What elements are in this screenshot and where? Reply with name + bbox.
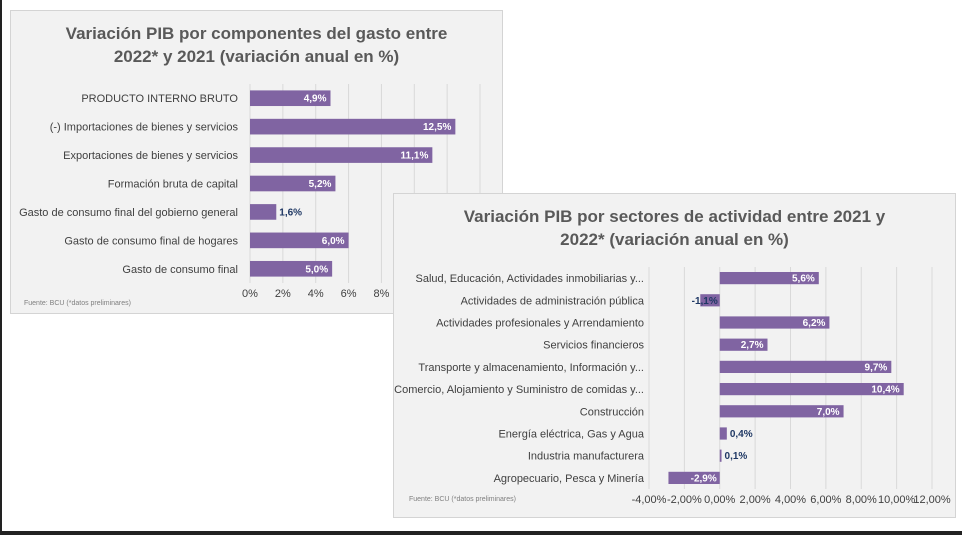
x-tick-label: 2,00% (740, 494, 771, 506)
chart-source: Fuente: BCU (*datos preliminares) (24, 300, 131, 307)
data-label: 5,6% (792, 274, 815, 285)
x-tick-label: 2% (275, 288, 291, 300)
chart-panel-gasto: Variación PIB por componentes del gasto … (10, 10, 503, 314)
category-label: Energía eléctrica, Gas y Agua (498, 429, 644, 441)
bar (719, 405, 844, 418)
x-tick-label: -4,00% (632, 494, 667, 506)
category-label: Gasto de consumo final (122, 264, 238, 276)
x-tick-label: 8% (373, 288, 389, 300)
data-label: 0,1% (725, 451, 748, 462)
category-label: PRODUCTO INTERNO BRUTO (81, 93, 238, 105)
data-label: 7,0% (817, 407, 840, 418)
data-label: 0,4% (730, 429, 753, 440)
bar (719, 449, 722, 462)
bar (250, 118, 456, 135)
data-label: 2,7% (741, 340, 764, 351)
chart-source: Fuente: BCU (*datos preliminares) (409, 496, 516, 503)
data-label: 12,5% (423, 122, 451, 133)
category-label: Exportaciones de bienes y servicios (63, 150, 238, 162)
x-tick-label: 4% (308, 288, 324, 300)
category-label: Industria manufacturera (528, 451, 645, 463)
data-label: 11,1% (401, 151, 429, 162)
bar (250, 147, 433, 163)
chart-panel-sectores: Variación PIB por sectores de actividad … (393, 193, 956, 518)
category-label: (-) Importaciones de bienes y servicios (50, 122, 239, 134)
data-label: 6,2% (803, 318, 826, 329)
window-bottom-border (0, 531, 962, 535)
bar (250, 90, 331, 107)
x-tick-label: 6% (341, 288, 357, 300)
bar (700, 294, 720, 307)
category-label: Gasto de consumo final de hogares (64, 235, 238, 247)
bar-chart-sectores: -4,00% -2,00% 0,00% 2,00% 4,00% 6,00% 8,00% 10,… (394, 267, 951, 506)
chart-title: Variación PIB por sectores de actividad … (463, 207, 886, 249)
bar (719, 338, 768, 351)
category-label: Comercio, Alojamiento y Suministro de co… (394, 384, 644, 396)
data-label: 10,4% (871, 385, 899, 396)
category-label: Actividades de administración pública (461, 295, 645, 307)
data-label: 6,0% (322, 236, 345, 247)
x-tick-label: 0% (242, 288, 258, 300)
data-label: 5,2% (309, 179, 332, 190)
data-label: 9,7% (865, 362, 888, 373)
category-label: Agropecuario, Pesca y Minería (494, 473, 645, 485)
x-tick-label: 6,00% (810, 494, 841, 506)
category-label: Transporte y almacenamiento, Información… (418, 362, 644, 374)
x-tick-label: 0,00% (704, 494, 735, 506)
category-label: Servicios financieros (543, 340, 644, 352)
bar (250, 232, 349, 249)
x-tick-label: -2,00% (667, 494, 702, 506)
bar-chart-gasto: 0% 2% 4% 6% 8% PRODUCTO INTERNO BRUTO 4,9% (-) … (19, 84, 481, 300)
x-tick-label: 8,00% (846, 494, 877, 506)
data-label: 4,9% (304, 94, 327, 105)
window-left-border (0, 0, 2, 535)
category-label: Gasto de consumo final del gobierno gene… (19, 207, 238, 219)
bar (719, 427, 727, 440)
bar (250, 175, 336, 192)
bar (719, 271, 819, 285)
bar (250, 204, 277, 220)
data-label: -1,1% (692, 296, 718, 307)
bar (250, 260, 333, 277)
data-label: -2,9% (691, 473, 717, 484)
bar (668, 471, 720, 485)
category-label: Formación bruta de capital (108, 179, 238, 191)
data-label: 5,0% (305, 264, 328, 275)
category-label: Construcción (580, 406, 644, 418)
bar (719, 382, 904, 396)
bar (719, 360, 892, 374)
x-tick-label: 10,00% (878, 494, 916, 506)
x-tick-label: 4,00% (775, 494, 806, 506)
data-label: 1,6% (279, 207, 302, 218)
x-tick-label: 12,00% (913, 494, 951, 506)
bar (719, 316, 830, 329)
category-label: Actividades profesionales y Arrendamient… (436, 318, 644, 330)
chart-title: Variación PIB por componentes del gasto … (65, 24, 448, 66)
category-label: Salud, Educación, Actividades inmobiliar… (416, 273, 644, 285)
